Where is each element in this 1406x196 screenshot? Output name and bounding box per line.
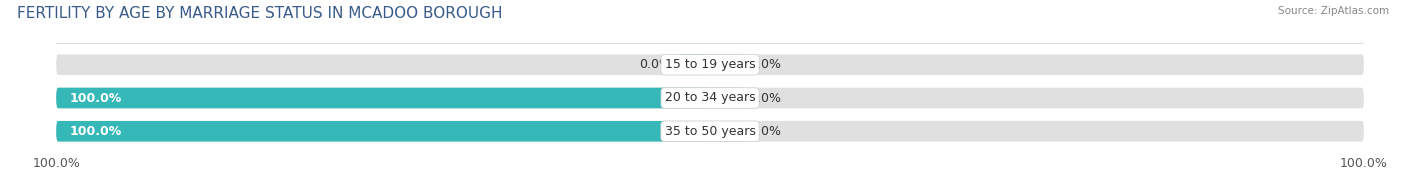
Text: FERTILITY BY AGE BY MARRIAGE STATUS IN MCADOO BOROUGH: FERTILITY BY AGE BY MARRIAGE STATUS IN M… (17, 6, 502, 21)
Text: 20 to 34 years: 20 to 34 years (665, 92, 755, 104)
FancyBboxPatch shape (56, 121, 1364, 142)
Text: 0.0%: 0.0% (749, 58, 782, 71)
FancyBboxPatch shape (56, 54, 1364, 75)
FancyBboxPatch shape (56, 88, 1364, 108)
FancyBboxPatch shape (710, 54, 742, 75)
Text: 15 to 19 years: 15 to 19 years (665, 58, 755, 71)
Text: 100.0%: 100.0% (69, 92, 121, 104)
Text: 35 to 50 years: 35 to 50 years (665, 125, 755, 138)
FancyBboxPatch shape (56, 121, 710, 142)
Text: 0.0%: 0.0% (749, 92, 782, 104)
FancyBboxPatch shape (678, 54, 710, 75)
Text: 100.0%: 100.0% (69, 125, 121, 138)
Text: Source: ZipAtlas.com: Source: ZipAtlas.com (1278, 6, 1389, 16)
Text: 0.0%: 0.0% (638, 58, 671, 71)
Text: 0.0%: 0.0% (749, 125, 782, 138)
FancyBboxPatch shape (710, 88, 742, 108)
FancyBboxPatch shape (56, 88, 710, 108)
FancyBboxPatch shape (710, 121, 742, 142)
